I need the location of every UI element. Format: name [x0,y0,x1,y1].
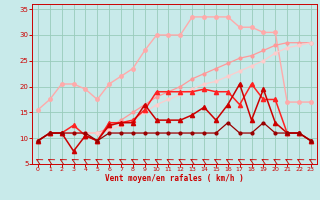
X-axis label: Vent moyen/en rafales ( km/h ): Vent moyen/en rafales ( km/h ) [105,174,244,183]
